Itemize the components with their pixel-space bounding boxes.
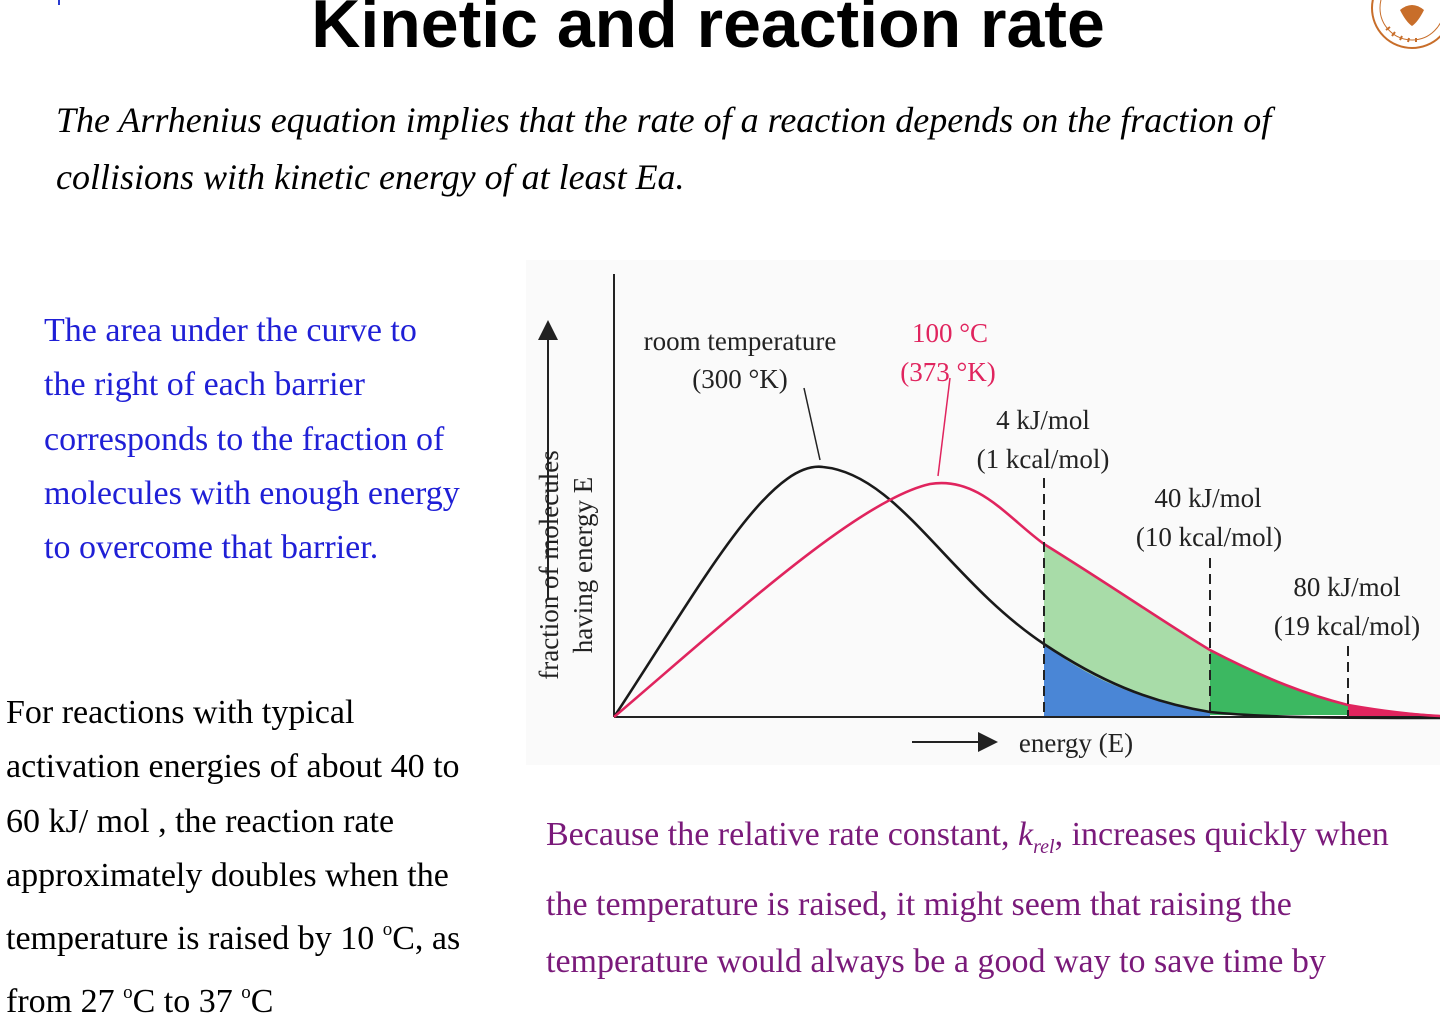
degree-superscript: o [241,982,251,1004]
barrier-4kj-kcal-label: (1 kcal/mol) [977,444,1110,474]
room-label-leader [803,387,821,461]
note-text-part: C to 37 [132,983,242,1021]
rate-constant-subscript: rel [1033,835,1055,858]
corner-mark [58,0,60,5]
hot-temperature-curve [613,481,1440,718]
barrier-40kj-kcal-label: (10 kcal/mol) [1136,522,1282,552]
degree-superscript: o [123,982,133,1004]
room-temperature-curve [612,465,1440,720]
room-temperature-label: room temperature [644,326,837,356]
rate-constant-symbol: k [1018,816,1034,853]
distribution-diagram: fraction of molecules having energy E en… [526,260,1440,765]
area-above-4kj-room [1044,644,1210,717]
degree-superscript: o [382,919,393,941]
rate-constant-note: Because the relative rate constant, krel… [546,806,1436,1005]
note-text-part: C [250,983,274,1021]
temperature-doubling-note: For reactions with typical activation en… [6,686,486,1030]
energy-distribution-figure: fraction of molecules having energy E en… [478,260,1440,770]
room-temperature-kelvin-label: (300 °K) [692,364,788,394]
barrier-4kj-label: 4 kJ/mol [996,405,1090,435]
slide-title: Kinetic and reaction rate [311,0,1105,62]
barrier-40kj-label: 40 kJ/mol [1154,483,1261,513]
university-seal-logo [1360,0,1440,50]
note-text-part: For reactions with typical activation en… [6,694,460,958]
x-axis-label: energy (E) [1019,728,1133,758]
intro-text: The Arrhenius equation implies that the … [56,100,1272,197]
note-text-part: , increases quickly when the temperature… [546,816,1389,1005]
barrier-80kj-label: 80 kJ/mol [1293,572,1400,602]
hot-label-leader [937,377,951,477]
area-explanation-note: The area under the curve to the right of… [44,312,460,567]
hot-temperature-kelvin-label: (373 °K) [900,357,996,387]
hot-temperature-label: 100 °C [912,318,988,348]
y-axis-label-line-1: fraction of molecules [534,450,564,679]
note-text-part: Because the relative rate constant, [546,816,1018,853]
figure-background [526,260,1440,765]
barrier-80kj-kcal-label: (19 kcal/mol) [1274,611,1420,641]
y-axis-label-line-2: having energy E [568,477,598,653]
